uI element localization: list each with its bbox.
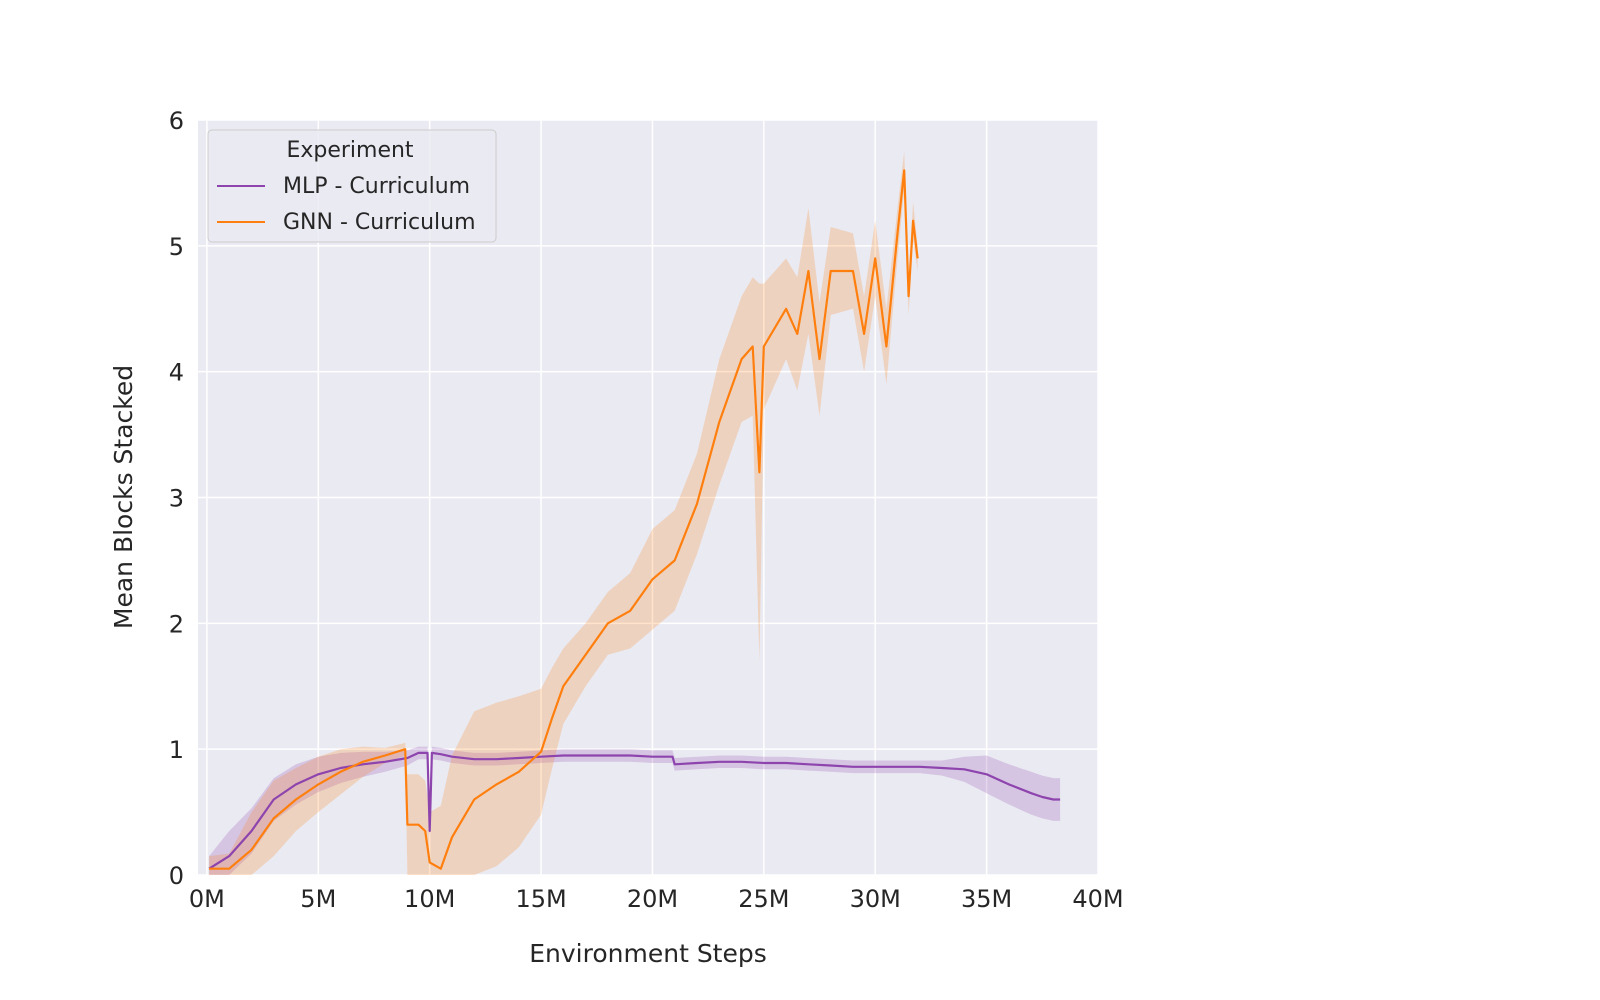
y-tick-label: 3: [169, 485, 184, 513]
x-tick-label: 15M: [515, 885, 566, 913]
series-line-mlp: [208, 751, 1061, 870]
y-tick-label: 5: [169, 233, 184, 261]
series-line-gnn: [209, 169, 919, 870]
y-tick-label: 4: [169, 359, 184, 387]
legend-label-gnn: GNN - Curriculum: [283, 210, 476, 235]
x-axis-label: Environment Steps: [529, 939, 767, 968]
series-lines: [208, 169, 1061, 870]
y-tick-label: 1: [169, 736, 184, 764]
x-tick-label: 25M: [738, 885, 789, 913]
x-tick-label: 30M: [850, 885, 901, 913]
legend: Experiment MLP - Curriculum GNN - Curric…: [207, 129, 497, 243]
y-tick-label: 6: [169, 107, 184, 135]
confidence-bands: [209, 151, 1061, 875]
legend-label-mlp: MLP - Curriculum: [283, 174, 470, 199]
x-tick-label: 35M: [961, 885, 1012, 913]
legend-title: Experiment: [286, 138, 413, 163]
band-mlp: [209, 746, 1061, 875]
y-axis-label: Mean Blocks Stacked: [109, 365, 138, 629]
x-tick-label: 5M: [300, 885, 336, 913]
x-tick-labels: 0M 5M 10M 15M 20M 25M 30M 35M 40M: [189, 885, 1124, 913]
x-tick-label: 20M: [627, 885, 678, 913]
y-tick-label: 2: [169, 610, 184, 638]
y-tick-labels: 0 1 2 3 4 5 6: [169, 107, 184, 890]
legend-box: [207, 129, 497, 243]
x-tick-label: 40M: [1072, 885, 1123, 913]
y-tick-label: 0: [169, 862, 184, 890]
x-tick-label: 0M: [189, 885, 225, 913]
x-tick-label: 10M: [404, 885, 455, 913]
band-gnn: [209, 151, 918, 875]
grid: [198, 119, 1099, 876]
